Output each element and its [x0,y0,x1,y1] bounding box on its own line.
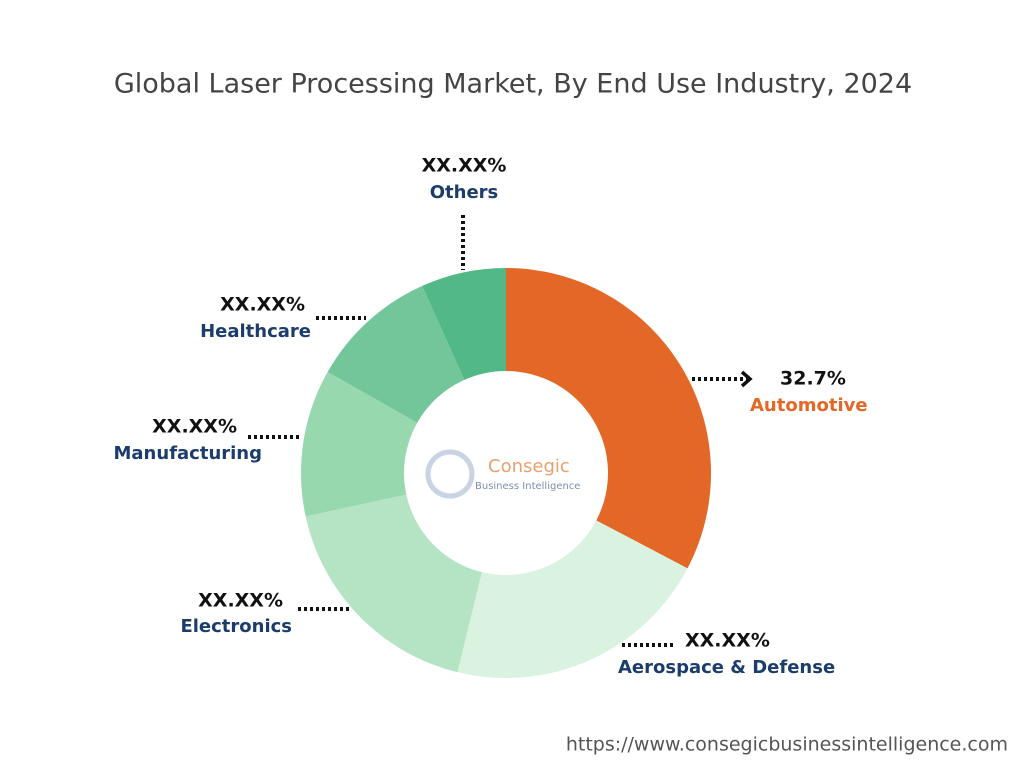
donut-slice [506,268,711,569]
donut-slice [457,520,688,678]
value-label: XX.XX% [152,416,237,438]
donut-slice [327,285,465,423]
value-label: XX.XX% [198,590,283,612]
chart-title: Global Laser Processing Market, By End U… [114,69,912,100]
category-label: Electronics [180,616,292,637]
logo: Consegic Business Intelligence [425,449,580,499]
logo-ring [425,449,475,499]
value-label: XX.XX% [422,155,507,177]
category-label: Manufacturing [114,443,263,464]
value-label: XX.XX% [685,630,770,652]
donut [301,268,711,678]
category-label: Healthcare [200,321,311,342]
leader-arrow [740,370,753,388]
value-label: XX.XX% [220,294,305,316]
donut-slice [305,494,482,673]
category-label: Others [430,182,499,203]
donut-slice [301,371,418,517]
logo-title: Consegic [488,456,570,477]
source-url: https://www.consegicbusinessintelligence… [566,734,1008,756]
category-label: Automotive [750,395,868,416]
category-label: Aerospace & Defense [618,657,835,678]
donut-slice [422,268,506,380]
value-label: 32.7% [780,368,846,390]
logo-subtitle: Business Intelligence [475,481,580,492]
